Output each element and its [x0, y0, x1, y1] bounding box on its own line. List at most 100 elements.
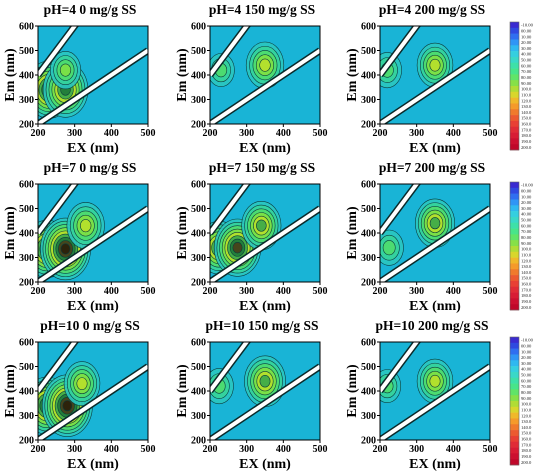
- y-tick-label: 500: [361, 46, 376, 57]
- contour-level: [256, 219, 267, 232]
- scatter-band: [380, 48, 490, 124]
- colorbar-label: -10.00: [521, 338, 534, 343]
- y-tick-label: 300: [19, 411, 34, 422]
- colorbar-label: 10.00: [521, 349, 532, 354]
- y-tick-label: 600: [361, 338, 376, 349]
- colorbar-label: 80.00: [521, 235, 532, 240]
- colorbar-swatch: [510, 138, 519, 145]
- colorbar-frame: [509, 21, 520, 151]
- y-axis-label: Em (nm): [176, 206, 190, 260]
- scatter-band: [38, 184, 78, 235]
- colorbar-swatch: [510, 342, 519, 349]
- colorbar-swatch: [510, 269, 519, 276]
- colorbar-swatch: [510, 222, 519, 229]
- y-tick-label: 200: [361, 436, 376, 447]
- colorbar-swatch: [510, 251, 519, 258]
- colorbar-swatch: [510, 447, 519, 454]
- y-tick-label: 500: [361, 204, 376, 215]
- eem-panel: pH=4 150 mg/g SS 200 300 400 500 200 300 400 500…: [176, 2, 348, 156]
- colorbar-label: 140.0: [521, 270, 532, 275]
- x-tick-label: 200: [203, 128, 218, 139]
- colorbar-swatch: [510, 395, 519, 402]
- colorbar-label: -10.00: [521, 23, 534, 28]
- x-tick-label: 400: [276, 444, 291, 455]
- scatter-band: [210, 184, 250, 235]
- colorbar-label: 180.0: [521, 448, 532, 453]
- colorbar-label: 50.00: [521, 218, 532, 223]
- scatter-band: [38, 48, 148, 124]
- colorbar-frame: [509, 336, 520, 466]
- eem-contour-plot: 200 300 400 500 200 300 400 500 600 EX (nm) Em (nm…: [4, 180, 156, 315]
- colorbar-label: 190.0: [521, 299, 532, 304]
- y-tick-label: 200: [19, 120, 34, 131]
- y-axis-label: Em (nm): [346, 364, 360, 418]
- colorbar-swatch: [510, 263, 519, 270]
- colorbar-swatch: [510, 348, 519, 355]
- y-tick-label: 200: [361, 278, 376, 289]
- y-axis-label: Em (nm): [176, 364, 190, 418]
- x-tick-label: 500: [141, 286, 156, 297]
- eem-contour-plot: 200 300 400 500 200 300 400 500 600 EX (nm) Em (nm…: [346, 180, 498, 315]
- x-tick-label: 500: [313, 128, 328, 139]
- colorbar-label: 110.0: [521, 92, 532, 97]
- colorbar-swatch: [510, 240, 519, 247]
- colorbar-label: 70.00: [521, 384, 532, 389]
- colorbar-swatch: [510, 286, 519, 293]
- y-tick-label: 400: [361, 229, 376, 240]
- colorbar-swatch: [510, 337, 519, 344]
- colorbar-label: 150.0: [521, 116, 532, 121]
- colorbar-label: 140.0: [521, 110, 532, 115]
- colorbar-label: 60.00: [521, 223, 532, 228]
- colorbar-label: 00.00: [521, 343, 532, 348]
- panel-title: pH=10 150 mg/g SS: [205, 318, 319, 333]
- colorbar-swatch: [510, 45, 519, 52]
- colorbar-swatch: [510, 33, 519, 40]
- x-tick-label: 300: [239, 444, 254, 455]
- contour-level: [232, 242, 243, 254]
- colorbar-label: 140.0: [521, 425, 532, 430]
- colorbar-swatch: [510, 401, 519, 408]
- colorbar: -10.00 00.00 10.00 20.00 30.00 40.00 50.00 60.0…: [508, 180, 546, 312]
- x-tick-label: 300: [409, 444, 424, 455]
- colorbar-graphic: -10.0000.0010.0020.0030.0040.0050.0060.0…: [509, 181, 534, 311]
- x-tick-label: 200: [203, 286, 218, 297]
- colorbar-label: 110.0: [521, 252, 532, 257]
- y-tick-label: 300: [19, 95, 34, 106]
- y-tick-label: 300: [191, 95, 206, 106]
- colorbar-swatch: [510, 453, 519, 460]
- colorbar-label: 00.00: [521, 28, 532, 33]
- y-axis-label: Em (nm): [346, 48, 360, 102]
- colorbar-label: 110.0: [521, 407, 532, 412]
- y-tick-label: 300: [361, 411, 376, 422]
- colorbar-label: 20.00: [521, 200, 532, 205]
- colorbar-label: 40.00: [521, 212, 532, 217]
- x-tick-label: 500: [483, 128, 498, 139]
- colorbar-swatch: [510, 193, 519, 200]
- scatter-band: [210, 206, 320, 282]
- panel-title: pH=7 200 mg/g SS: [378, 160, 486, 175]
- x-tick-label: 400: [276, 286, 291, 297]
- colorbar-label: 200.0: [521, 305, 532, 310]
- colorbar-swatch: [510, 441, 519, 448]
- colorbar-swatch: [510, 360, 519, 367]
- y-tick-label: 300: [191, 411, 206, 422]
- colorbar-label: 90.00: [521, 396, 532, 401]
- colorbar-label: 00.00: [521, 188, 532, 193]
- colorbar-label: 90.00: [521, 241, 532, 246]
- eem-panel: pH=7 0 mg/g SS 200 300 400 500 200 300 400 500 60…: [4, 160, 176, 314]
- colorbar-label: 40.00: [521, 52, 532, 57]
- colorbar-swatch: [510, 22, 519, 29]
- scatter-band: [210, 26, 250, 77]
- y-tick-label: 400: [191, 229, 206, 240]
- panel-title: pH=4 0 mg/g SS: [43, 2, 137, 17]
- y-tick-label: 500: [19, 46, 34, 57]
- colorbar-label: 170.0: [521, 287, 532, 292]
- colorbar-label: 160.0: [521, 282, 532, 287]
- colorbar-swatch: [510, 412, 519, 419]
- y-tick-label: 200: [191, 278, 206, 289]
- y-tick-label: 400: [361, 71, 376, 82]
- colorbar-swatch: [510, 304, 519, 311]
- x-tick-label: 200: [31, 444, 46, 455]
- colorbar-swatch: [510, 234, 519, 241]
- colorbar-swatch: [510, 51, 519, 58]
